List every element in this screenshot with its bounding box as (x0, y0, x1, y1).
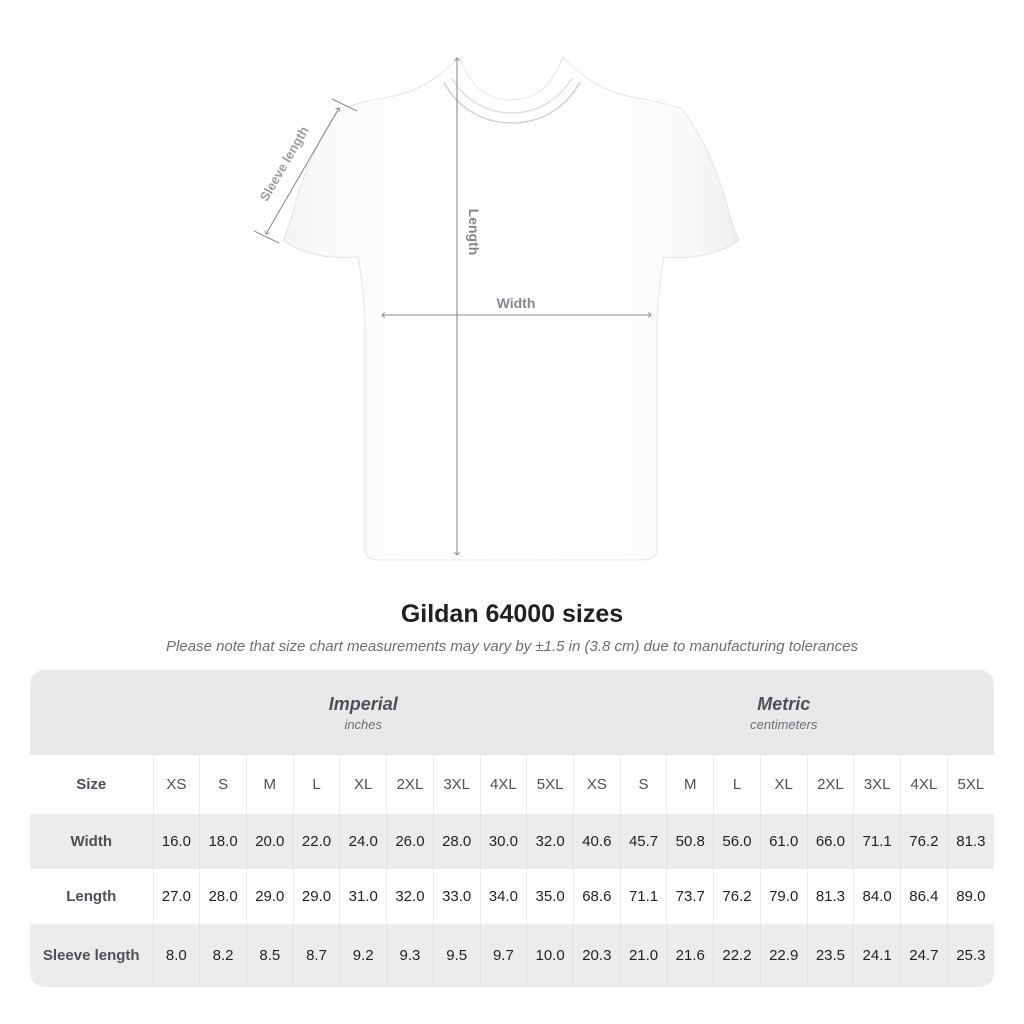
svg-text:Width: Width (497, 295, 536, 311)
svg-text:Length: Length (466, 209, 482, 256)
